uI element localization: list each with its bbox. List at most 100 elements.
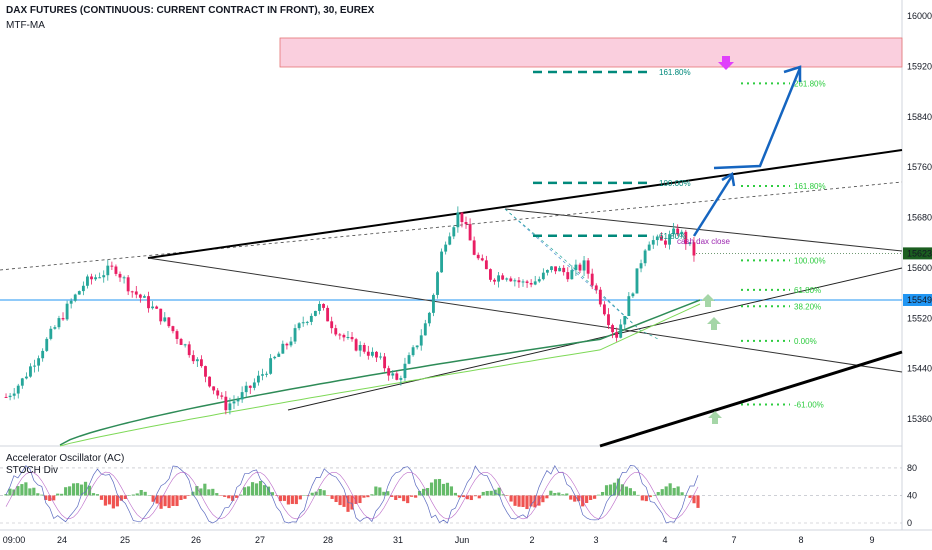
candle-body (94, 277, 97, 279)
oscillator-bar (358, 495, 361, 503)
osc-tick-label: 80 (907, 463, 917, 473)
candle-body (139, 295, 142, 298)
oscillator-bar (299, 495, 302, 499)
candle-body (294, 328, 297, 341)
candle-body (314, 311, 317, 316)
candle-body (9, 396, 12, 397)
oscillator-bar (335, 495, 338, 502)
price-tick-label: 15520 (907, 313, 932, 323)
oscillator-label: Accelerator Oscillator (AC) (6, 453, 124, 464)
oscillator-bar (406, 495, 409, 503)
oscillator-bar (295, 495, 298, 504)
candle-body (371, 352, 374, 356)
candle-body (428, 313, 431, 323)
candle-body (542, 273, 545, 279)
candle-body (192, 355, 195, 361)
candle-body (29, 366, 32, 376)
indicator-label: MTF-MA (6, 20, 45, 31)
oscillator-bar (303, 495, 306, 496)
chart-title: DAX FUTURES (CONTINUOUS: CURRENT CONTRAC… (6, 5, 374, 16)
oscillator-bar (593, 495, 596, 498)
oscillator-bar (92, 493, 95, 495)
oscillator-bar (696, 495, 699, 507)
candle-body (249, 386, 252, 388)
candle-body (49, 329, 52, 339)
oscillator-bar (311, 493, 314, 496)
oscillator-bar (442, 484, 445, 496)
oscillator-bar (641, 495, 644, 500)
oscillator-bar (243, 487, 246, 495)
candle-body (188, 344, 191, 355)
candle-body (436, 272, 439, 295)
candle-body (131, 291, 134, 292)
time-tick-label: 27 (255, 535, 265, 545)
oscillator-bar (84, 482, 87, 496)
candle-body (518, 280, 521, 282)
oscillator-bar (645, 495, 648, 501)
candle-body (648, 245, 651, 251)
oscillator-bar (677, 486, 680, 495)
candle-body (37, 358, 40, 365)
candle-body (269, 358, 272, 374)
time-tick-label: 25 (120, 535, 130, 545)
candle-body (310, 316, 313, 322)
candle-body (338, 334, 341, 335)
fib-level-label: 100.00% (794, 256, 826, 265)
stoch-label: STOCH Div (6, 465, 58, 476)
candle-body (456, 212, 459, 227)
oscillator-bar (291, 495, 294, 504)
oscillator-bar (637, 495, 640, 496)
candle-body (33, 366, 36, 367)
candle-body (237, 399, 240, 401)
candle-body (326, 308, 329, 321)
candle-body (640, 263, 643, 268)
candle-body (619, 324, 622, 337)
oscillator-bar (506, 495, 509, 496)
candle-body (342, 335, 345, 337)
candle-body (599, 290, 602, 305)
oscillator-bar (24, 482, 27, 495)
oscillator-bar (366, 495, 369, 497)
candle-body (253, 382, 256, 387)
candle-body (228, 403, 231, 410)
candle-body (570, 270, 573, 279)
candle-body (115, 267, 118, 274)
oscillator-bar (486, 491, 489, 495)
candle-body (176, 331, 179, 339)
candle-body (351, 337, 354, 339)
oscillator-bar (394, 495, 397, 500)
price-tick-label: 15920 (907, 61, 932, 71)
candle-body (265, 374, 268, 375)
oscillator-bar (629, 488, 632, 495)
candle-body (461, 212, 464, 222)
candle-body (257, 376, 260, 383)
oscillator-bar (60, 494, 63, 496)
candle-body (416, 346, 419, 348)
price-tick-label: 15840 (907, 112, 932, 122)
oscillator-bar (108, 495, 111, 504)
candle-body (147, 296, 150, 308)
candle-body (90, 277, 93, 280)
candle-body (395, 373, 398, 379)
oscillator-bar (633, 491, 636, 495)
time-tick-label: 09:00 (3, 535, 26, 545)
candle-body (330, 321, 333, 328)
oscillator-bar (410, 495, 413, 496)
candle-body (285, 344, 288, 346)
candle-body (82, 286, 85, 291)
oscillator-bar (537, 495, 540, 505)
osc-tick-label: 0 (907, 518, 912, 528)
candle-body (501, 275, 504, 279)
candle-body (127, 277, 130, 291)
fib-level-label: 38.20% (794, 302, 821, 311)
oscillator-bar (132, 495, 135, 496)
candle-body (155, 307, 158, 309)
oscillator-bar (517, 495, 520, 506)
candle-body (522, 281, 525, 282)
fib-level-label: 161.80% (794, 182, 826, 191)
oscillator-bar (402, 495, 405, 501)
oscillator-bar (16, 486, 19, 495)
oscillator-bar (68, 486, 71, 495)
candle-body (78, 291, 81, 294)
